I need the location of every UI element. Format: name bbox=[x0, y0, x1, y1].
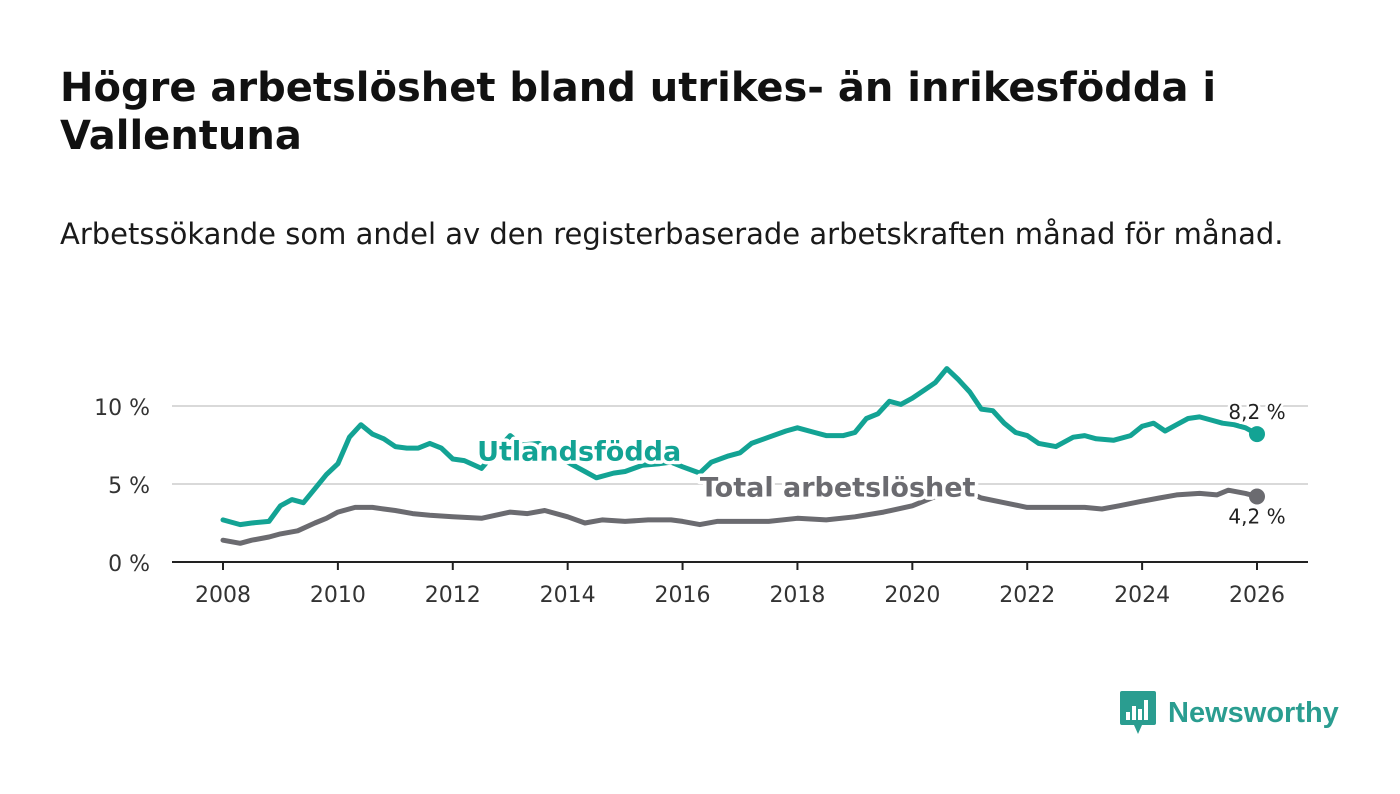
x-tick-label: 2010 bbox=[310, 583, 366, 608]
y-tick-label: 5 % bbox=[108, 474, 150, 499]
axes: 0 % 5 % 10 % 2008 2010 2012 2014 2016 2018 2020 20… bbox=[94, 396, 1308, 608]
series-annotation-label: Utlandsfödda bbox=[477, 437, 681, 468]
series-line-total-arbetsl-shet bbox=[220, 483, 1260, 546]
series-line-utlandsf-dda bbox=[220, 366, 1260, 528]
x-tick-label: 2008 bbox=[195, 583, 251, 608]
x-tick-label: 2018 bbox=[769, 583, 825, 608]
x-tick-label: 2026 bbox=[1229, 583, 1285, 608]
end-value-label: 4,2 % bbox=[1228, 504, 1285, 528]
newsworthy-bar-icon bbox=[1120, 691, 1156, 734]
chart-title: Högre arbetslöshet bland utrikes- än inr… bbox=[60, 65, 1217, 159]
x-tick-label: 2022 bbox=[999, 583, 1055, 608]
y-tick-label: 10 % bbox=[94, 396, 150, 421]
end-value-label: 8,2 % bbox=[1228, 400, 1285, 424]
x-tick-label: 2014 bbox=[540, 583, 596, 608]
series-end-point bbox=[1249, 426, 1265, 443]
x-tick-label: 2016 bbox=[655, 583, 711, 608]
brand-name: Newsworthy bbox=[1168, 696, 1339, 729]
x-tick-label: 2012 bbox=[425, 583, 481, 608]
labels: 8,2 % 4,2 % Utlandsfödda Total arbetslöshet bbox=[474, 398, 1288, 531]
chart-subtitle: Arbetssökande som andel av den registerb… bbox=[60, 217, 1284, 251]
x-tick-label: 2024 bbox=[1114, 583, 1170, 608]
x-tick-label: 2020 bbox=[884, 583, 940, 608]
series-annotation-label: Total arbetslöshet bbox=[700, 472, 976, 503]
gridlines bbox=[172, 405, 1308, 485]
series-end-point bbox=[1249, 488, 1265, 505]
newsworthy-logo: Newsworthy bbox=[1118, 690, 1339, 736]
y-tick-label: 0 % bbox=[108, 552, 150, 577]
series-lines bbox=[220, 366, 1265, 546]
